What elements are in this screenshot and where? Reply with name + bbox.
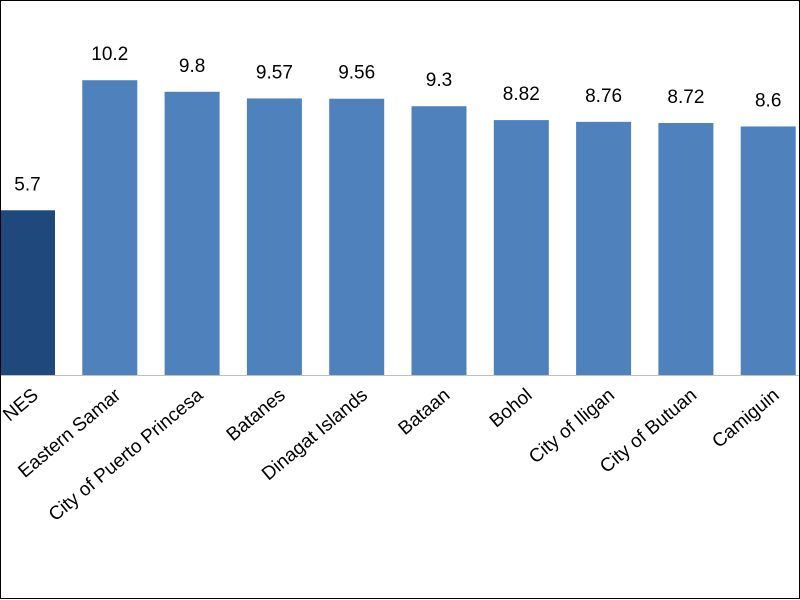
bar xyxy=(0,210,55,375)
bar xyxy=(740,126,796,376)
value-label: 9.56 xyxy=(338,63,375,84)
value-label: 8.82 xyxy=(503,84,540,105)
value-label: 9.3 xyxy=(426,70,452,91)
value-label: 9.57 xyxy=(256,62,293,83)
value-label: 8.72 xyxy=(667,87,704,108)
x-tick-label: NES xyxy=(0,385,43,426)
bar xyxy=(329,98,385,375)
bar xyxy=(411,106,467,375)
value-label: 5.7 xyxy=(14,174,40,195)
x-tick-label: Bohol xyxy=(486,385,537,432)
x-tick-label: Bataan xyxy=(395,385,455,440)
bar xyxy=(82,80,138,375)
x-tick-label: Batanes xyxy=(223,385,290,446)
x-tick-label: City of Puerto Princesa xyxy=(45,384,208,525)
bar xyxy=(493,120,549,376)
value-label: 8.76 xyxy=(585,86,622,107)
value-label: 10.2 xyxy=(91,44,128,65)
bar xyxy=(658,122,714,375)
x-tick-label: Camiguin xyxy=(708,385,783,453)
bar xyxy=(164,91,220,375)
value-label: 8.6 xyxy=(755,90,781,111)
value-label: 9.8 xyxy=(179,56,205,77)
bar xyxy=(246,98,302,375)
bar xyxy=(576,121,632,375)
